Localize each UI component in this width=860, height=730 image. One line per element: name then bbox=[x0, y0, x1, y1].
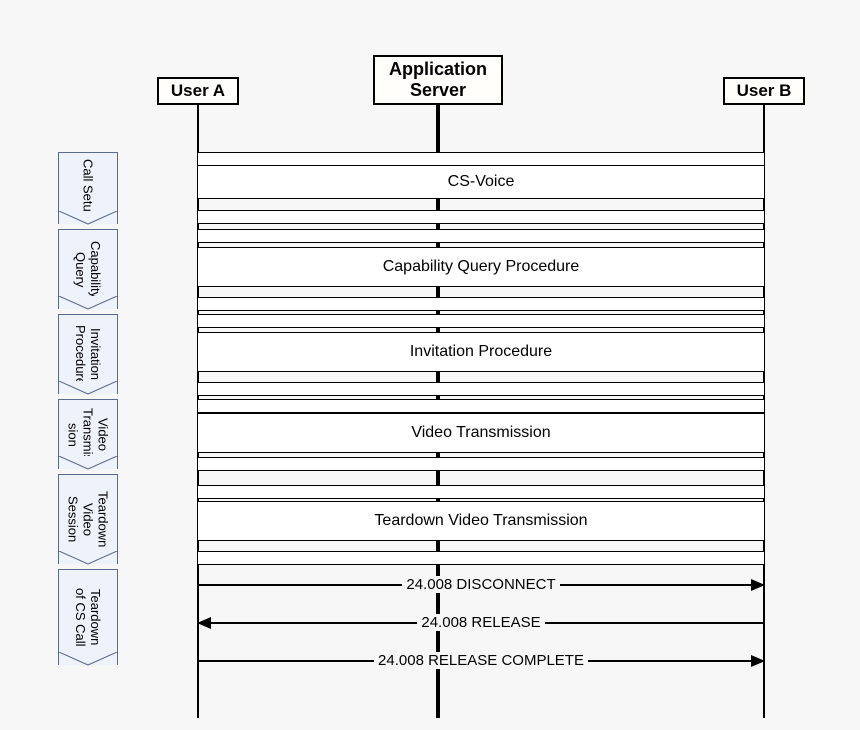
message-label: 24.008 DISCONNECT bbox=[402, 576, 559, 593]
procedure-band-0: CS-Voice bbox=[198, 165, 764, 199]
chevron-down-icon bbox=[59, 296, 117, 310]
procedure-band-4: Teardown Video Transmission bbox=[198, 501, 764, 541]
procedure-band-label: Invitation Procedure bbox=[410, 343, 552, 361]
procedure-band-1: Capability Query Procedure bbox=[198, 247, 764, 287]
band-pre-3 bbox=[198, 399, 764, 413]
message-2: 24.008 RELEASE COMPLETE bbox=[198, 660, 764, 662]
band-pre-2 bbox=[198, 314, 764, 328]
actor-userB: User B bbox=[723, 77, 805, 105]
phase-5: Teardown of CS Call bbox=[58, 569, 118, 665]
phase-3: Video Transmis sion bbox=[58, 399, 118, 469]
band-pre-1 bbox=[198, 229, 764, 243]
phase-label: Video Transmis sion bbox=[66, 408, 111, 461]
message-label: 24.008 RELEASE COMPLETE bbox=[374, 652, 588, 669]
procedure-band-3: Video Transmission bbox=[198, 413, 764, 453]
band-post-0 bbox=[198, 210, 764, 224]
procedure-band-2: Invitation Procedure bbox=[198, 332, 764, 372]
chevron-down-icon bbox=[59, 551, 117, 565]
phase-label: Teardown of CS Call bbox=[73, 588, 103, 647]
actor-server: Application Server bbox=[373, 55, 503, 105]
phase-label: Capability Query bbox=[73, 241, 103, 298]
band-post-1 bbox=[198, 297, 764, 311]
procedure-band-label: Teardown Video Transmission bbox=[374, 512, 587, 530]
band-post-3 bbox=[198, 457, 764, 471]
procedure-band-label: CS-Voice bbox=[448, 173, 515, 191]
phase-2: Invitation Procedure bbox=[58, 314, 118, 394]
chevron-down-icon bbox=[59, 652, 117, 666]
phase-4: Teardown Video Session bbox=[58, 474, 118, 564]
message-0: 24.008 DISCONNECT bbox=[198, 584, 764, 586]
band-pre-0 bbox=[198, 152, 764, 166]
message-label: 24.008 RELEASE bbox=[417, 614, 544, 631]
actor-userA: User A bbox=[157, 77, 239, 105]
message-1: 24.008 RELEASE bbox=[198, 622, 764, 624]
phase-label: Call Setup bbox=[81, 159, 96, 219]
band-post-2 bbox=[198, 382, 764, 396]
band-pre-4 bbox=[198, 485, 764, 499]
phase-label: Invitation Procedure bbox=[73, 325, 103, 385]
phase-1: Capability Query bbox=[58, 229, 118, 309]
procedure-band-label: Video Transmission bbox=[411, 424, 550, 442]
band-post-4 bbox=[198, 551, 764, 565]
procedure-band-label: Capability Query Procedure bbox=[383, 258, 580, 276]
sequence-diagram: User A Application Server User B CS-Voice Ca… bbox=[0, 0, 860, 730]
phase-0: Call Setup bbox=[58, 152, 118, 224]
phase-label: Teardown Video Session bbox=[66, 491, 111, 547]
